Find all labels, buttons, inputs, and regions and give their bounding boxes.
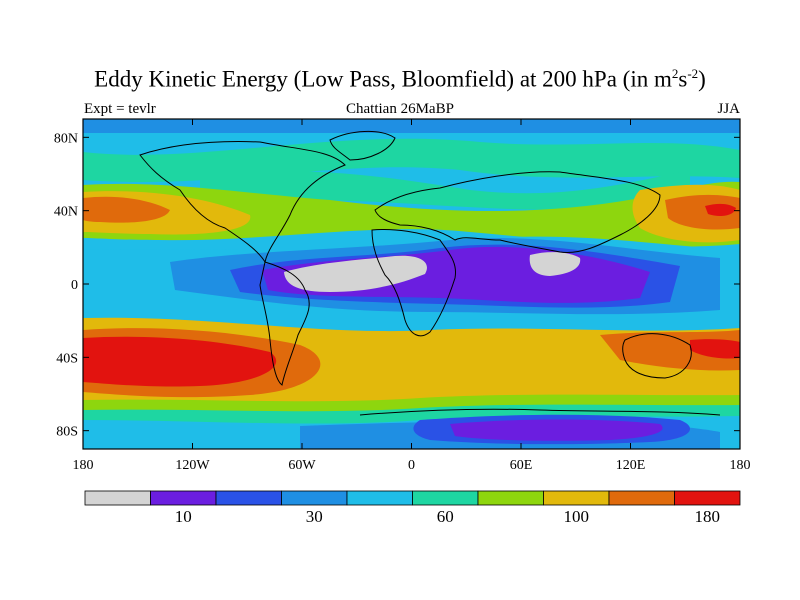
colorbar-swatch (281, 490, 348, 506)
axis-tick-labels: 80N 40N 0 40S 80S 180 120W 60W 0 60E 120E 180 (54, 131, 751, 473)
colorbar (84, 490, 741, 506)
axis-ticks (82, 119, 741, 449)
x-tick-label: 60E (510, 458, 533, 473)
colorbar-swatch (477, 490, 544, 506)
period-label: Chattian 26MaBP (346, 101, 454, 117)
colorbar-label: 180 (695, 507, 721, 526)
x-tick-label: 180 (73, 458, 94, 473)
x-tick-label: 180 (730, 458, 751, 473)
y-tick-label: 80N (54, 131, 78, 146)
colorbar-label: 100 (564, 507, 590, 526)
colorbar-swatch (150, 490, 217, 506)
coastlines (139, 130, 721, 416)
season-label: JJA (717, 101, 740, 117)
colorbar-swatch (674, 490, 741, 506)
y-tick-label: 40N (54, 205, 78, 220)
colorbar-swatch (543, 490, 610, 506)
x-tick-label: 120W (175, 458, 210, 473)
colorbar-swatch (346, 490, 413, 506)
colorbar-swatch (84, 490, 151, 506)
x-tick-label: 60W (288, 458, 316, 473)
colorbar-swatch (412, 490, 479, 506)
colorbar-label: 60 (437, 507, 454, 526)
colorbar-label: 30 (306, 507, 323, 526)
colorbar-labels: 10 30 60 100 180 (175, 507, 720, 526)
y-tick-label: 80S (56, 425, 78, 440)
y-tick-label: 40S (56, 351, 78, 366)
x-tick-label: 0 (408, 458, 415, 473)
colorbar-swatch (215, 490, 282, 506)
x-tick-label: 120E (616, 458, 646, 473)
y-tick-label: 0 (71, 278, 78, 293)
plot-title: Eddy Kinetic Energy (Low Pass, Bloomfiel… (94, 66, 706, 92)
colorbar-label: 10 (175, 507, 192, 526)
eke-field (83, 119, 740, 449)
colorbar-swatch (608, 490, 675, 506)
experiment-label: Expt = tevlr (84, 101, 156, 117)
